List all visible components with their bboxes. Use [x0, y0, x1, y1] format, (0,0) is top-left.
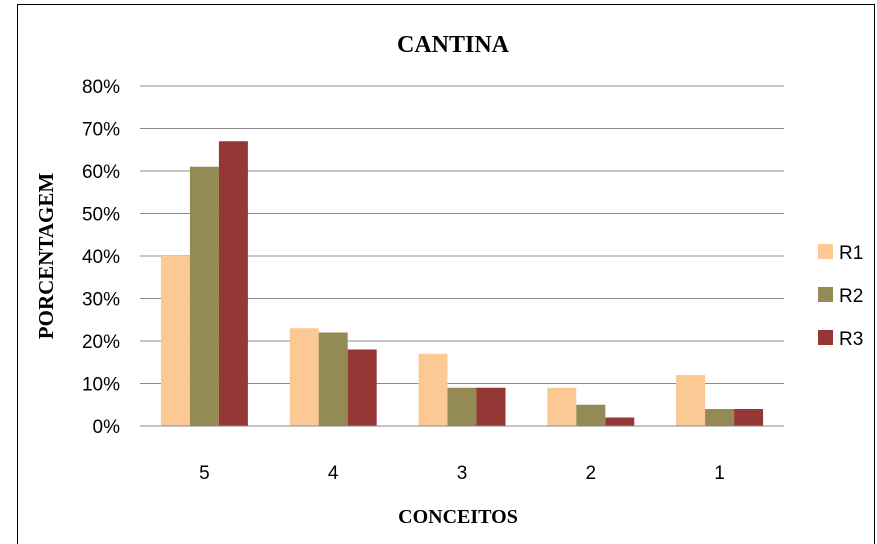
bar-r1 [676, 375, 706, 426]
bar-r2 [189, 166, 219, 426]
y-tick-label: 80% [82, 77, 120, 98]
y-tick-label: 0% [93, 417, 121, 438]
x-tick-label: 4 [328, 463, 339, 484]
bar-r2 [705, 409, 735, 426]
legend-label-r2: R2 [839, 286, 863, 307]
legend: R1 R2 R3 [818, 243, 863, 350]
y-tick-label: 60% [82, 162, 120, 183]
legend-label-r3: R3 [839, 329, 863, 350]
chart-frame [17, 4, 875, 544]
x-tick-label: 1 [714, 463, 725, 484]
bar-r2 [318, 332, 348, 426]
bar-r3 [734, 409, 764, 426]
bar-r3 [218, 141, 248, 426]
x-tick-label: 5 [199, 463, 210, 484]
bar-r3 [476, 387, 506, 426]
y-tick-label: 40% [82, 247, 120, 268]
bar-r2 [576, 404, 606, 426]
y-tick-label: 50% [82, 205, 120, 226]
bars [160, 141, 764, 426]
bar-r3 [347, 349, 377, 426]
legend-label-r1: R1 [839, 243, 863, 264]
y-tick-label: 20% [82, 332, 120, 353]
bar-r1 [418, 353, 448, 426]
legend-swatch-r2 [818, 287, 833, 302]
y-tick-label: 30% [82, 290, 120, 311]
bar-r1 [160, 256, 190, 426]
y-tick-label: 70% [82, 120, 120, 141]
x-tick-label: 2 [586, 463, 597, 484]
y-axis-label: PORCENTAGEM [34, 173, 58, 340]
x-tick-label: 3 [457, 463, 468, 484]
y-tick-labels: 0% 10% 20% 30% 40% 50% 60% 70% 80% [82, 77, 120, 438]
chart-title: CANTINA [397, 32, 510, 58]
legend-swatch-r3 [818, 330, 833, 345]
bar-r1 [289, 328, 319, 426]
legend-swatch-r1 [818, 244, 833, 259]
bar-r3 [605, 417, 635, 426]
bar-r1 [547, 387, 577, 426]
y-tick-label: 10% [82, 375, 120, 396]
x-axis-label: CONCEITOS [398, 506, 518, 528]
x-tick-labels: 5 4 3 2 1 [199, 463, 725, 484]
bar-r2 [447, 387, 477, 426]
